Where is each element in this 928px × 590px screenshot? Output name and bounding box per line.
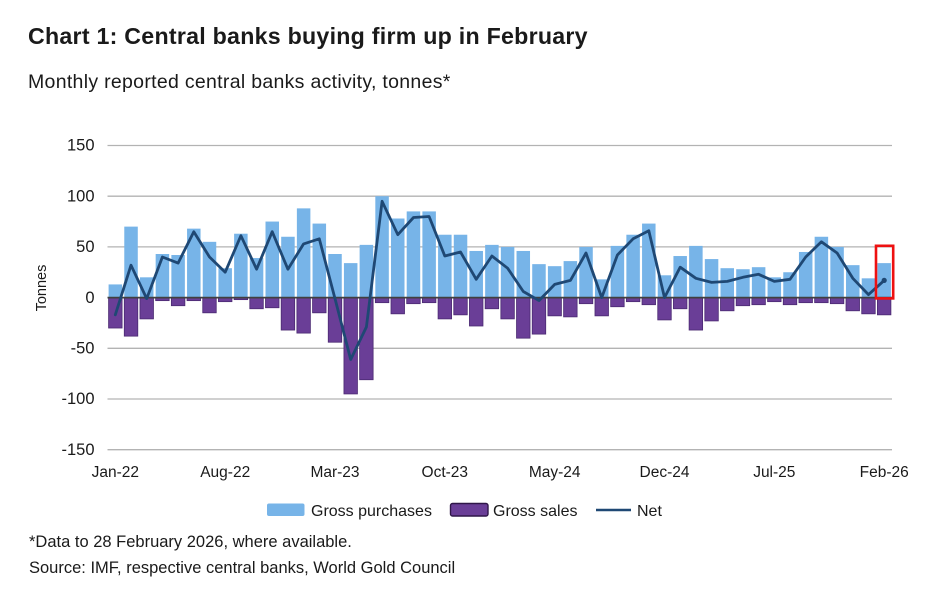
svg-text:Oct-23: Oct-23: [422, 464, 469, 481]
svg-text:Aug-22: Aug-22: [200, 464, 250, 481]
svg-text:50: 50: [76, 238, 94, 256]
svg-text:Dec-24: Dec-24: [640, 464, 690, 481]
svg-text:0: 0: [85, 289, 94, 307]
svg-text:Feb-26: Feb-26: [860, 464, 909, 481]
svg-text:Mar-23: Mar-23: [310, 464, 359, 481]
svg-text:Gross sales: Gross sales: [493, 503, 577, 520]
svg-text:Jan-22: Jan-22: [92, 464, 139, 481]
svg-text:100: 100: [67, 187, 95, 205]
svg-text:Gross purchases: Gross purchases: [311, 503, 432, 520]
svg-text:Tonnes: Tonnes: [34, 265, 50, 312]
svg-text:May-24: May-24: [529, 464, 581, 481]
svg-text:-50: -50: [71, 340, 95, 358]
svg-text:-150: -150: [61, 441, 94, 459]
svg-text:150: 150: [67, 137, 95, 155]
svg-text:Jul-25: Jul-25: [753, 464, 795, 481]
svg-text:Net: Net: [637, 503, 662, 520]
svg-text:-100: -100: [61, 390, 94, 408]
